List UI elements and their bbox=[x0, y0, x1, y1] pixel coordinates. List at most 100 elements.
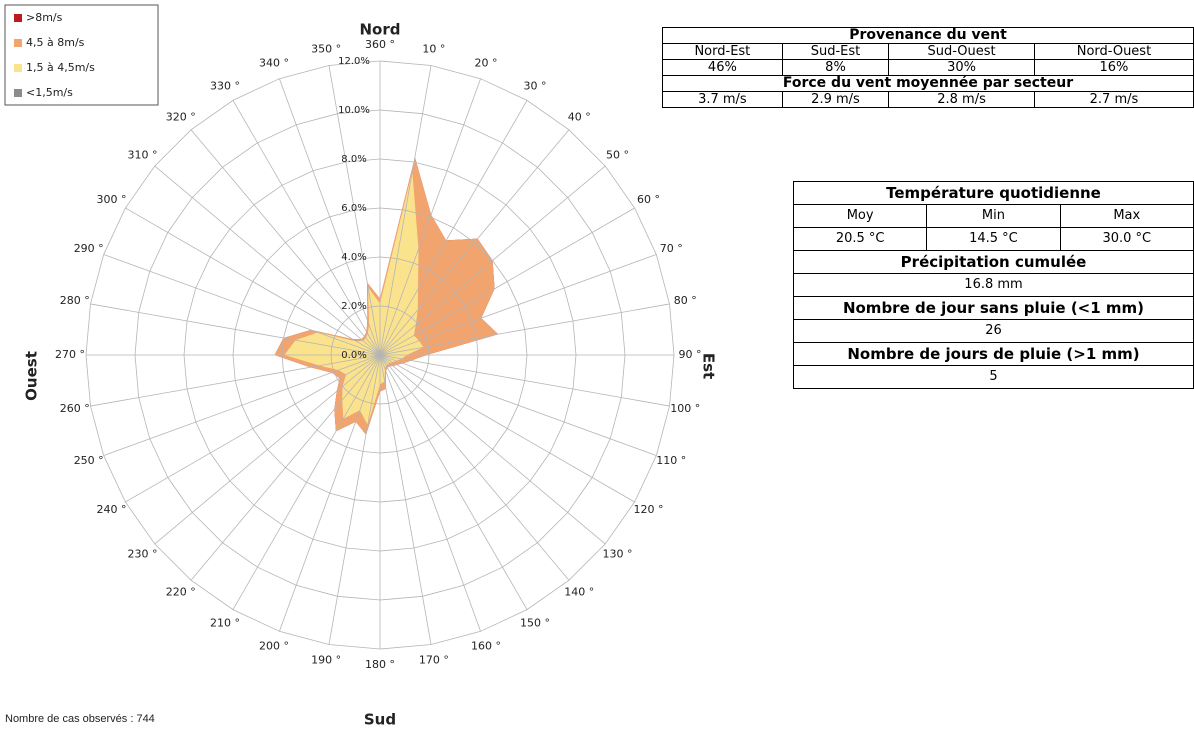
table-title: Température quotidienne bbox=[793, 181, 1194, 205]
cell: 30% bbox=[888, 59, 1035, 76]
r-tick-label: 8.0% bbox=[341, 154, 366, 165]
legend-label: 4,5 à 8m/s bbox=[26, 36, 85, 49]
grid-spoke bbox=[379, 354, 481, 632]
table-subtitle: Force du vent moyennée par secteur bbox=[662, 75, 1194, 92]
angle-label: 40 ° bbox=[568, 111, 591, 124]
direction-label: Est bbox=[700, 353, 718, 379]
cell: 5 bbox=[793, 365, 1194, 389]
angle-label: 250 ° bbox=[74, 454, 104, 467]
angle-label: 180 ° bbox=[365, 658, 395, 671]
grid-spoke bbox=[103, 354, 381, 456]
grid-spoke bbox=[90, 303, 381, 356]
angle-label: 120 ° bbox=[633, 503, 663, 516]
grid-spoke bbox=[154, 165, 381, 356]
grid-spoke bbox=[379, 354, 432, 645]
direction-label: Ouest bbox=[23, 351, 41, 401]
wind-area bbox=[284, 171, 424, 425]
angle-label: 60 ° bbox=[637, 193, 660, 206]
grid-spoke bbox=[279, 78, 381, 356]
angle-label: 90 ° bbox=[679, 348, 702, 361]
angle-label: 110 ° bbox=[656, 454, 686, 467]
grid-spoke bbox=[379, 354, 570, 581]
grid-spoke bbox=[190, 129, 381, 356]
r-tick-label: 4.0% bbox=[341, 252, 366, 263]
angle-label: 170 ° bbox=[419, 653, 449, 666]
table-title: Provenance du vent bbox=[662, 27, 1194, 44]
angle-label: 210 ° bbox=[210, 616, 240, 629]
angle-label: 130 ° bbox=[602, 547, 632, 560]
cell: 2.9 m/s bbox=[781, 91, 890, 108]
angle-label: 100 ° bbox=[670, 402, 700, 415]
angle-label: 70 ° bbox=[660, 242, 683, 255]
cell: Min bbox=[926, 204, 1061, 228]
legend-swatch bbox=[14, 64, 22, 72]
cell: Max bbox=[1059, 204, 1194, 228]
grid-spoke bbox=[379, 129, 570, 356]
wind-table: Provenance du vent Nord-Est Sud-Est Sud-Ou… bbox=[662, 27, 1194, 108]
r-tick-label: 12.0% bbox=[338, 56, 370, 67]
legend-swatch bbox=[14, 14, 22, 22]
grid-spoke bbox=[379, 354, 606, 545]
angle-label: 350 ° bbox=[311, 43, 341, 56]
angle-label: 290 ° bbox=[74, 242, 104, 255]
angle-label: 10 ° bbox=[422, 43, 445, 56]
grid-spoke bbox=[379, 100, 528, 356]
angle-label: 150 ° bbox=[520, 616, 550, 629]
cell: 46% bbox=[662, 59, 783, 76]
direction-label: Sud bbox=[364, 711, 396, 729]
legend-label: <1,5m/s bbox=[26, 86, 73, 99]
legend-label: 1,5 à 4,5m/s bbox=[26, 61, 95, 74]
grid-spoke bbox=[125, 207, 381, 356]
cell: 30.0 °C bbox=[1059, 227, 1194, 251]
angle-label: 300 ° bbox=[97, 193, 127, 206]
angle-label: 340 ° bbox=[259, 57, 289, 70]
grid-spoke bbox=[379, 65, 432, 356]
angle-label: 240 ° bbox=[97, 503, 127, 516]
angle-label: 20 ° bbox=[475, 57, 498, 70]
cell: 3.7 m/s bbox=[662, 91, 783, 108]
grid-spoke bbox=[379, 254, 657, 356]
grid-spoke bbox=[279, 354, 381, 632]
cell: Moy bbox=[792, 204, 928, 228]
cell: 14.5 °C bbox=[926, 227, 1061, 251]
angle-label: 190 ° bbox=[311, 653, 341, 666]
r-tick-label: 2.0% bbox=[341, 301, 366, 312]
footnote: Nombre de cas observés : 744 bbox=[5, 713, 155, 725]
cell: Nord-Est bbox=[662, 43, 783, 60]
angle-label: 160 ° bbox=[471, 639, 501, 652]
grid-spoke bbox=[328, 65, 381, 356]
cell: 2.7 m/s bbox=[1033, 91, 1194, 108]
r-tick-label: 6.0% bbox=[341, 203, 366, 214]
grid-spoke bbox=[379, 354, 528, 610]
cell: 26 bbox=[793, 319, 1194, 343]
grid-spoke bbox=[379, 354, 657, 456]
angle-label: 310 ° bbox=[128, 149, 158, 162]
angle-label: 220 ° bbox=[166, 585, 196, 598]
grid-spoke bbox=[90, 354, 381, 407]
grid-spoke bbox=[328, 354, 381, 645]
legend-swatch bbox=[14, 89, 22, 97]
angle-label: 360 ° bbox=[365, 38, 395, 51]
weather-table: Température quotidienne Moy Min Max 20.5 °… bbox=[792, 181, 1194, 389]
cell: Sud-Est bbox=[781, 43, 890, 60]
cell: 2.8 m/s bbox=[888, 91, 1035, 108]
grid-spoke bbox=[379, 354, 670, 407]
grid-spoke bbox=[379, 78, 481, 356]
angle-label: 140 ° bbox=[564, 585, 594, 598]
grid-spoke bbox=[103, 254, 381, 356]
legend-swatch bbox=[14, 39, 22, 47]
angle-label: 230 ° bbox=[128, 547, 158, 560]
cell: 16% bbox=[1033, 59, 1194, 76]
r-tick-label: 0.0% bbox=[341, 350, 366, 361]
angle-label: 30 ° bbox=[524, 80, 547, 93]
angle-label: 320 ° bbox=[166, 111, 196, 124]
grid-spoke bbox=[154, 354, 381, 545]
grid-spoke bbox=[190, 354, 381, 581]
cell: Sud-Ouest bbox=[888, 43, 1035, 60]
cell: 16.8 mm bbox=[793, 273, 1194, 297]
legend-box bbox=[4, 4, 159, 106]
row-label: Précipitation cumulée bbox=[793, 250, 1194, 274]
row-label: Nombre de jours de pluie (>1 mm) bbox=[793, 342, 1194, 366]
angle-label: 260 ° bbox=[60, 402, 90, 415]
